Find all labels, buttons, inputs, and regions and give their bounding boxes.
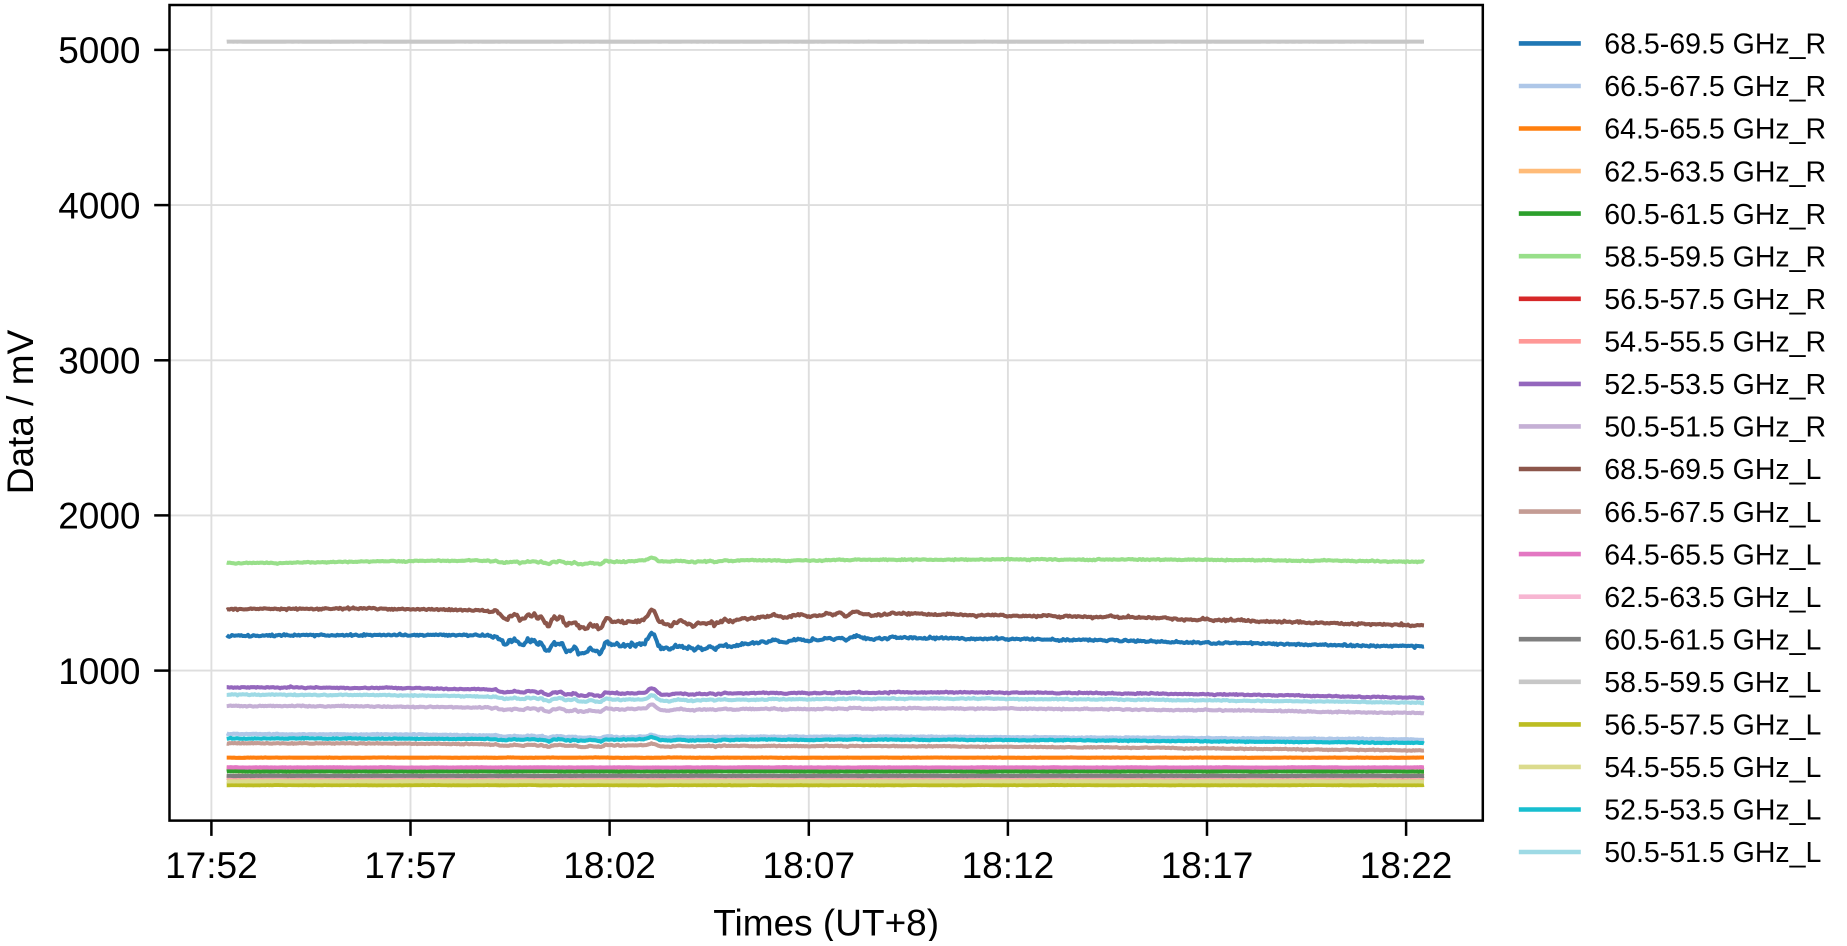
svg-text:62.5-63.5 GHz_L: 62.5-63.5 GHz_L xyxy=(1604,582,1821,614)
svg-text:52.5-53.5 GHz_R: 52.5-53.5 GHz_R xyxy=(1604,369,1826,401)
svg-text:60.5-61.5 GHz_R: 60.5-61.5 GHz_R xyxy=(1604,199,1826,231)
svg-text:54.5-55.5 GHz_L: 54.5-55.5 GHz_L xyxy=(1604,752,1821,784)
svg-text:Data / mV: Data / mV xyxy=(0,329,41,494)
svg-text:50.5-51.5 GHz_L: 50.5-51.5 GHz_L xyxy=(1604,837,1821,869)
svg-text:18:02: 18:02 xyxy=(563,845,656,886)
svg-text:58.5-59.5 GHz_L: 58.5-59.5 GHz_L xyxy=(1604,667,1821,699)
svg-text:64.5-65.5 GHz_R: 64.5-65.5 GHz_R xyxy=(1604,114,1826,146)
svg-text:66.5-67.5 GHz_L: 66.5-67.5 GHz_L xyxy=(1604,497,1821,529)
svg-text:17:57: 17:57 xyxy=(364,845,457,886)
svg-text:60.5-61.5 GHz_L: 60.5-61.5 GHz_L xyxy=(1604,624,1821,656)
svg-text:18:22: 18:22 xyxy=(1360,845,1453,886)
svg-text:4000: 4000 xyxy=(58,185,140,226)
svg-text:1000: 1000 xyxy=(58,651,140,692)
svg-text:56.5-57.5 GHz_R: 56.5-57.5 GHz_R xyxy=(1604,284,1826,316)
svg-text:17:52: 17:52 xyxy=(165,845,258,886)
svg-text:18:17: 18:17 xyxy=(1161,845,1254,886)
svg-text:2000: 2000 xyxy=(58,496,140,537)
svg-text:56.5-57.5 GHz_L: 56.5-57.5 GHz_L xyxy=(1604,710,1821,742)
svg-text:58.5-59.5 GHz_R: 58.5-59.5 GHz_R xyxy=(1604,241,1826,273)
svg-text:18:07: 18:07 xyxy=(763,845,856,886)
svg-text:3000: 3000 xyxy=(58,341,140,382)
svg-text:52.5-53.5 GHz_L: 52.5-53.5 GHz_L xyxy=(1604,795,1821,827)
svg-text:64.5-65.5 GHz_L: 64.5-65.5 GHz_L xyxy=(1604,539,1821,571)
svg-text:62.5-63.5 GHz_R: 62.5-63.5 GHz_R xyxy=(1604,156,1826,188)
svg-text:54.5-55.5 GHz_R: 54.5-55.5 GHz_R xyxy=(1604,327,1826,359)
svg-text:18:12: 18:12 xyxy=(962,845,1055,886)
svg-text:Times (UT+8): Times (UT+8) xyxy=(713,903,939,942)
svg-text:50.5-51.5 GHz_R: 50.5-51.5 GHz_R xyxy=(1604,412,1826,444)
svg-text:66.5-67.5 GHz_R: 66.5-67.5 GHz_R xyxy=(1604,71,1826,103)
svg-text:68.5-69.5 GHz_R: 68.5-69.5 GHz_R xyxy=(1604,29,1826,61)
svg-text:68.5-69.5 GHz_L: 68.5-69.5 GHz_L xyxy=(1604,454,1821,486)
svg-text:5000: 5000 xyxy=(58,30,140,71)
